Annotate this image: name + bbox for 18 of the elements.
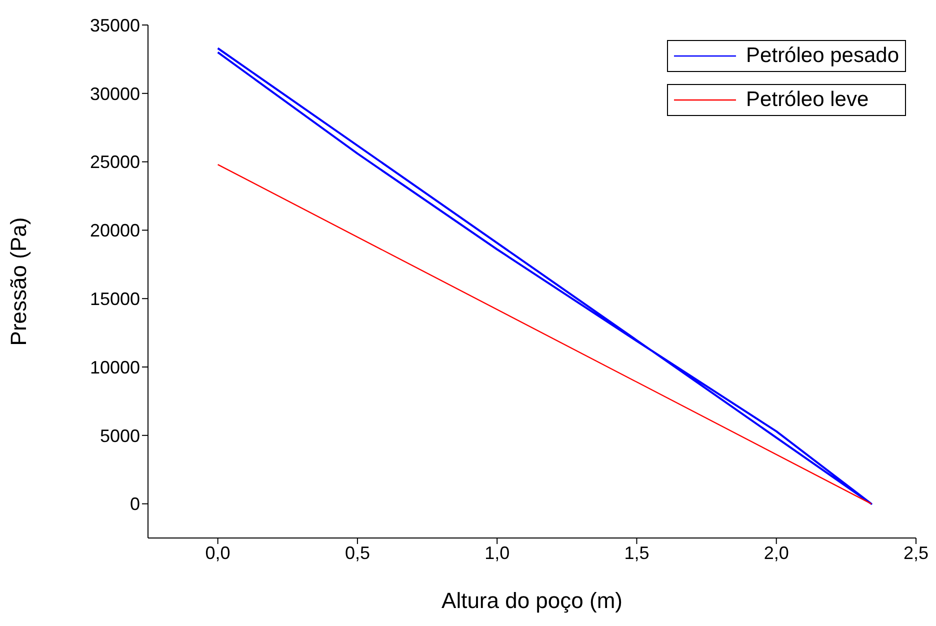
legend-label: Petróleo pesado [746,44,899,68]
x-tick-label: 0,0 [205,542,230,563]
y-tick-label: 0 [130,494,140,514]
y-tick-label: 35000 [90,15,140,36]
x-tick-label: 1,0 [484,542,510,563]
x-tick-label: 0,5 [344,542,370,563]
x-tick-label: 2,0 [764,542,789,563]
legend-label: Petróleo leve [746,88,869,112]
y-tick-label: 25000 [90,152,140,172]
y-tick-label: 30000 [90,84,140,104]
y-tick-label: 15000 [90,288,140,309]
y-tick-label: 20000 [90,220,140,241]
x-axis-title: Altura do poço (m) [442,588,622,613]
y-axis-title: Pressão (Pa) [6,217,31,346]
x-tick-label: 2,5 [903,542,929,563]
y-tick-label: 10000 [90,357,140,378]
y-tick-label: 5000 [100,426,140,446]
x-tick-label: 1,5 [624,542,650,563]
